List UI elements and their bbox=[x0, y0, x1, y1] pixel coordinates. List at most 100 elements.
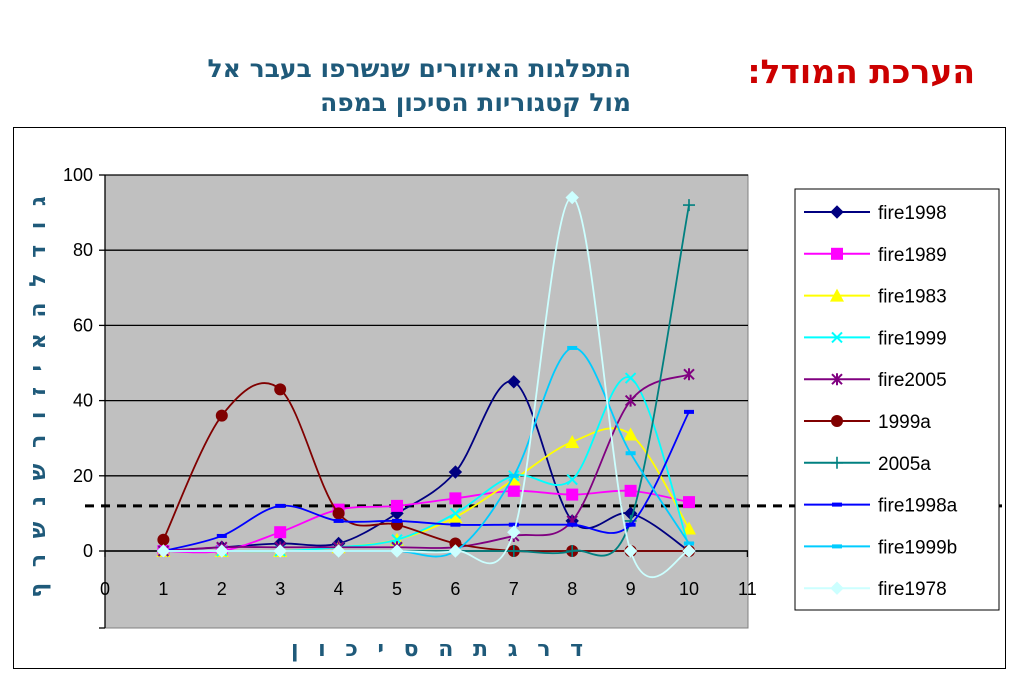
y-tick-label: 60 bbox=[73, 315, 93, 335]
data-point-fire2005 bbox=[624, 394, 637, 407]
series-group bbox=[156, 190, 696, 579]
series-fire1978 bbox=[156, 190, 696, 579]
chart-frame bbox=[13, 127, 1006, 669]
x-tick-label: 5 bbox=[392, 579, 402, 599]
legend-label: fire2005 bbox=[878, 370, 947, 391]
legend-marker bbox=[830, 288, 844, 302]
legend-box bbox=[794, 188, 1000, 611]
legend-marker bbox=[832, 544, 842, 549]
data-point-fire1999 bbox=[624, 372, 637, 384]
legend-marker bbox=[831, 373, 843, 386]
legend-marker bbox=[831, 415, 843, 427]
data-point-fire1999 bbox=[449, 507, 462, 520]
data-point-fire1978 bbox=[565, 190, 579, 205]
data-point-fire2005 bbox=[683, 368, 695, 381]
data-point-fire1998a bbox=[216, 533, 227, 538]
data-point-1999a bbox=[449, 537, 462, 550]
data-point-fire1998a bbox=[333, 518, 344, 523]
legend-label: fire1998a bbox=[878, 496, 958, 517]
data-point-fire1989 bbox=[683, 496, 695, 509]
data-point-fire1983 bbox=[623, 427, 638, 441]
data-point-fire1983 bbox=[565, 434, 580, 448]
legend-item-2005a: 2005a bbox=[804, 454, 931, 475]
data-point-fire1989 bbox=[507, 484, 520, 497]
legend: fire1998 fire1989 fire1983 fire1999 fire2005… bbox=[794, 188, 1000, 611]
data-point-fire1978 bbox=[273, 544, 287, 558]
data-point-fire1989 bbox=[274, 526, 287, 539]
data-point-fire1998a bbox=[450, 522, 461, 527]
legend-item-fire2005: fire2005 bbox=[804, 370, 947, 391]
legend-item-fire1999b: fire1999b bbox=[804, 537, 957, 558]
data-point-fire1998a bbox=[625, 522, 636, 527]
y-axis: 0 20 40 60 80 100 bbox=[63, 165, 106, 629]
data-point-fire1989 bbox=[391, 499, 403, 512]
data-point-1999a bbox=[332, 507, 345, 520]
data-point-fire1998a bbox=[392, 518, 402, 523]
x-tick-label: 6 bbox=[450, 579, 460, 599]
data-point-2005a bbox=[566, 545, 579, 557]
legend-marker bbox=[832, 502, 842, 507]
legend-label: fire1989 bbox=[878, 245, 947, 266]
data-point-fire1983 bbox=[682, 521, 696, 535]
data-point-fire1978 bbox=[682, 544, 696, 558]
legend-label: fire1999b bbox=[878, 537, 957, 558]
data-point-fire1978 bbox=[390, 544, 404, 558]
slide-title: הערכת המודל: bbox=[747, 52, 975, 91]
legend-marker bbox=[830, 205, 844, 219]
data-point-fire1998a bbox=[275, 503, 286, 508]
x-tick-label: 7 bbox=[509, 579, 519, 599]
plot-area bbox=[104, 174, 749, 629]
data-point-fire1999b bbox=[567, 345, 578, 350]
legend-label: fire1983 bbox=[878, 287, 947, 308]
data-point-fire1998a bbox=[508, 522, 519, 527]
chart-title-line-1: התפלגות האיזורים שנשרפו בעבר אל bbox=[207, 54, 631, 83]
y-tick-label: 0 bbox=[83, 541, 93, 561]
legend-marker bbox=[831, 456, 843, 469]
data-point-fire1999b bbox=[684, 541, 694, 546]
legend-item-fire1998a: fire1998a bbox=[804, 496, 958, 517]
x-tick-label: 2 bbox=[217, 579, 227, 599]
x-tick-label: 9 bbox=[626, 579, 636, 599]
y-axis-label: ג ו ד ל ה א י ז ו ר ש נ ש ר ף bbox=[26, 192, 51, 598]
data-point-1999a bbox=[274, 383, 287, 396]
x-axis-label: ד ר ג ת ה ס י כ ו ן bbox=[291, 637, 589, 662]
data-point-fire1998a bbox=[684, 409, 694, 414]
data-point-fire1978 bbox=[507, 525, 521, 539]
data-point-fire1998 bbox=[507, 375, 521, 389]
data-point-fire1999b bbox=[508, 473, 519, 478]
data-point-fire1999b bbox=[625, 451, 636, 456]
data-point-fire1999 bbox=[566, 473, 578, 486]
legend-marker bbox=[831, 331, 843, 344]
data-point-fire1983 bbox=[448, 510, 463, 524]
data-point-2005a bbox=[683, 199, 695, 212]
x-tick-label: 0 bbox=[100, 579, 110, 599]
legend-item-1999a: 1999a bbox=[804, 412, 931, 433]
data-point-fire1978 bbox=[331, 544, 346, 558]
y-tick-label: 80 bbox=[73, 240, 93, 260]
legend-item-fire1999: fire1999 bbox=[804, 328, 947, 349]
data-point-fire1978 bbox=[215, 544, 229, 558]
legend-item-fire1978: fire1978 bbox=[804, 579, 947, 600]
legend-label: fire1999 bbox=[878, 328, 947, 349]
x-tick-label: 11 bbox=[738, 579, 757, 599]
x-tick-label: 1 bbox=[158, 579, 168, 599]
legend-label: fire1998 bbox=[878, 203, 947, 224]
data-point-fire1978 bbox=[156, 544, 171, 558]
x-tick-label: 8 bbox=[567, 579, 577, 599]
data-point-1999a bbox=[215, 409, 228, 422]
data-point-2005a bbox=[507, 545, 520, 557]
legend-marker bbox=[830, 581, 844, 595]
legend-item-fire1998: fire1998 bbox=[804, 203, 947, 224]
data-point-fire1978 bbox=[448, 544, 463, 558]
data-point-fire1989 bbox=[449, 492, 462, 505]
y-tick-label: 20 bbox=[73, 466, 93, 486]
data-point-fire1989 bbox=[624, 484, 637, 497]
legend-label: 1999a bbox=[878, 412, 931, 433]
data-point-fire1989 bbox=[566, 488, 579, 501]
legend-item-fire1983: fire1983 bbox=[804, 287, 947, 308]
series-line-fire1998a bbox=[163, 411, 690, 552]
data-point-fire1998a bbox=[567, 522, 578, 527]
y-tick-label: 100 bbox=[63, 165, 93, 185]
chart-title: התפלגות האיזורים שנשרפו בעבר אל מול קטגו… bbox=[31, 52, 631, 120]
